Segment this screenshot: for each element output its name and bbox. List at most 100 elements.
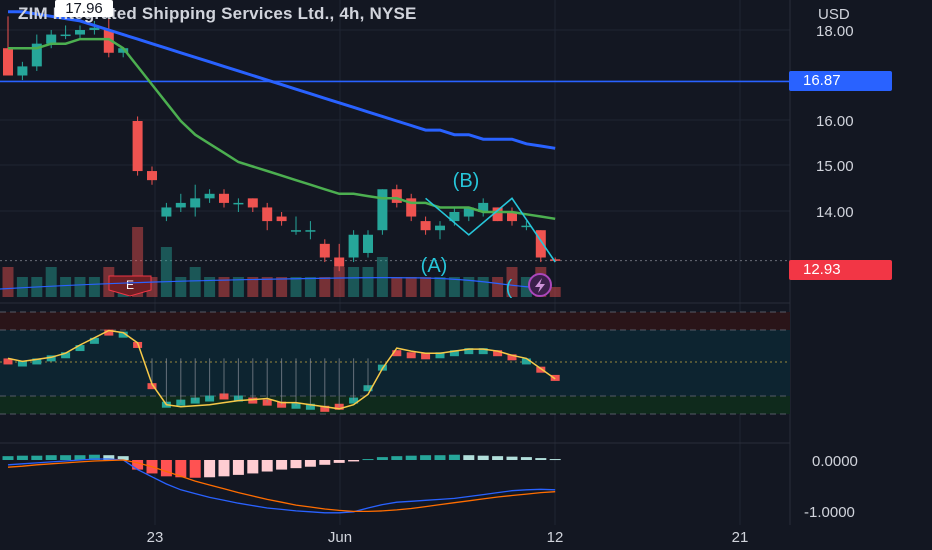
- macd-histogram-bar: [333, 460, 345, 463]
- wave-path: [425, 197, 556, 263]
- macd-histogram-bar: [103, 455, 115, 460]
- macd-histogram-bar: [463, 455, 475, 460]
- stochastic-bar: [89, 337, 99, 344]
- stochastic-bar: [521, 358, 531, 365]
- elliott-wave-drawing[interactable]: (A) (B) (: [421, 170, 556, 299]
- volume-bar: [434, 277, 446, 297]
- stochastic-bar: [536, 366, 546, 373]
- macd-histogram-bar: [348, 460, 360, 462]
- hover-price-label: 17.96: [55, 0, 113, 17]
- candle-body: [348, 234, 359, 258]
- macd-histogram-bar: [218, 460, 230, 477]
- macd-line: [7, 458, 556, 514]
- resistance-price-tag: 16.87: [789, 71, 892, 92]
- stochastic-bar: [449, 350, 459, 357]
- candle-body: [132, 121, 143, 172]
- volume-bar: [362, 267, 374, 297]
- macd-histogram-bar: [74, 455, 86, 460]
- overbought-zone: [0, 312, 790, 330]
- volume-bar: [405, 277, 417, 297]
- candle-body: [219, 193, 229, 203]
- volume-bar: [448, 277, 460, 297]
- earnings-badge: [108, 275, 152, 297]
- signal-line: [7, 459, 556, 513]
- stochastic-bar: [507, 354, 517, 361]
- macd-histogram-bar: [405, 455, 417, 460]
- time-tick-label: 12: [547, 529, 564, 546]
- candle-body: [334, 257, 345, 267]
- price-tick-label: 14.00: [816, 204, 854, 221]
- macd-histogram-bar: [391, 456, 403, 460]
- volume-bar: [391, 277, 403, 297]
- candlestick-series[interactable]: [3, 16, 561, 272]
- time-tick-label: 23: [147, 529, 164, 546]
- stochastic-bar: [464, 348, 474, 355]
- candle-body: [363, 234, 373, 253]
- macd-histogram-bar: [492, 456, 504, 460]
- stochastic-bar: [3, 358, 13, 365]
- macd-histogram-bar: [189, 460, 201, 478]
- volume-ma-line: [0, 277, 531, 290]
- lightning-icon-bolt: [535, 278, 545, 293]
- wave-label-b: (B): [453, 170, 480, 192]
- candle-body: [103, 30, 114, 53]
- stochastic-bar: [118, 331, 128, 338]
- candle-body: [262, 207, 273, 222]
- macd-histogram-bar: [247, 460, 259, 474]
- stochastic-bar: [17, 360, 27, 367]
- earnings-label: E: [126, 278, 134, 292]
- candle-body: [175, 202, 186, 208]
- time-tick-label: 21: [732, 529, 749, 546]
- stochastic-background: [0, 311, 790, 415]
- candle-body: [305, 230, 316, 232]
- volume-bars: E: [2, 227, 561, 297]
- candle-body: [550, 259, 561, 261]
- macd-histogram-bar: [549, 459, 561, 461]
- macd-tick-label: 0.0000: [812, 453, 858, 470]
- macd-histogram-bar: [232, 460, 244, 475]
- volume-bar: [276, 277, 288, 297]
- currency-label[interactable]: USD: [818, 6, 850, 23]
- volume-bar: [376, 257, 388, 297]
- volume-bar: [45, 267, 57, 297]
- lightning-icon: [528, 273, 552, 297]
- macd-histogram-bar: [520, 457, 532, 460]
- macd-histogram-bar: [16, 455, 28, 460]
- volume-bar: [74, 277, 86, 297]
- macd-histogram-bar: [506, 456, 518, 460]
- price-axis[interactable]: 18.00 16.00 15.00 14.00 0.0000 -1.0000: [804, 23, 858, 521]
- macd-histogram-bar: [2, 456, 14, 460]
- candle-body: [478, 202, 489, 212]
- stochastic-bar: [421, 353, 431, 360]
- volume-bar: [247, 277, 259, 297]
- macd-histogram-bar: [304, 460, 316, 467]
- macd-histogram-bar: [376, 457, 388, 460]
- stochastic-bar: [75, 345, 85, 352]
- volume-bar: [16, 277, 28, 297]
- stochastic-bar: [46, 355, 56, 362]
- grid: [0, 0, 791, 525]
- time-axis[interactable]: 23 Jun 12 21: [147, 529, 749, 546]
- volume-bar: [88, 277, 100, 297]
- ma-fast-line: [8, 37, 556, 221]
- wave-label-a: (A): [421, 255, 448, 277]
- volume-bar: [319, 277, 331, 297]
- volume-bar: [477, 277, 489, 297]
- macd-histogram-bar: [204, 460, 216, 478]
- macd-histogram-bar: [117, 456, 129, 460]
- macd-tick-label: -1.0000: [804, 504, 855, 521]
- volume-bar: [463, 277, 475, 297]
- candle-body: [420, 221, 431, 231]
- volume-bar: [232, 277, 244, 297]
- candle-body: [75, 30, 85, 35]
- candle-body: [463, 207, 474, 217]
- stochastic-pane: [3, 329, 560, 412]
- moving-averages: [0, 10, 556, 290]
- candle-body: [319, 243, 330, 258]
- macd-histogram-bar: [420, 455, 432, 460]
- macd-histogram-bar: [160, 460, 172, 477]
- candle-body: [46, 34, 57, 44]
- volume-bar: [60, 277, 72, 297]
- volume-bar: [132, 227, 144, 297]
